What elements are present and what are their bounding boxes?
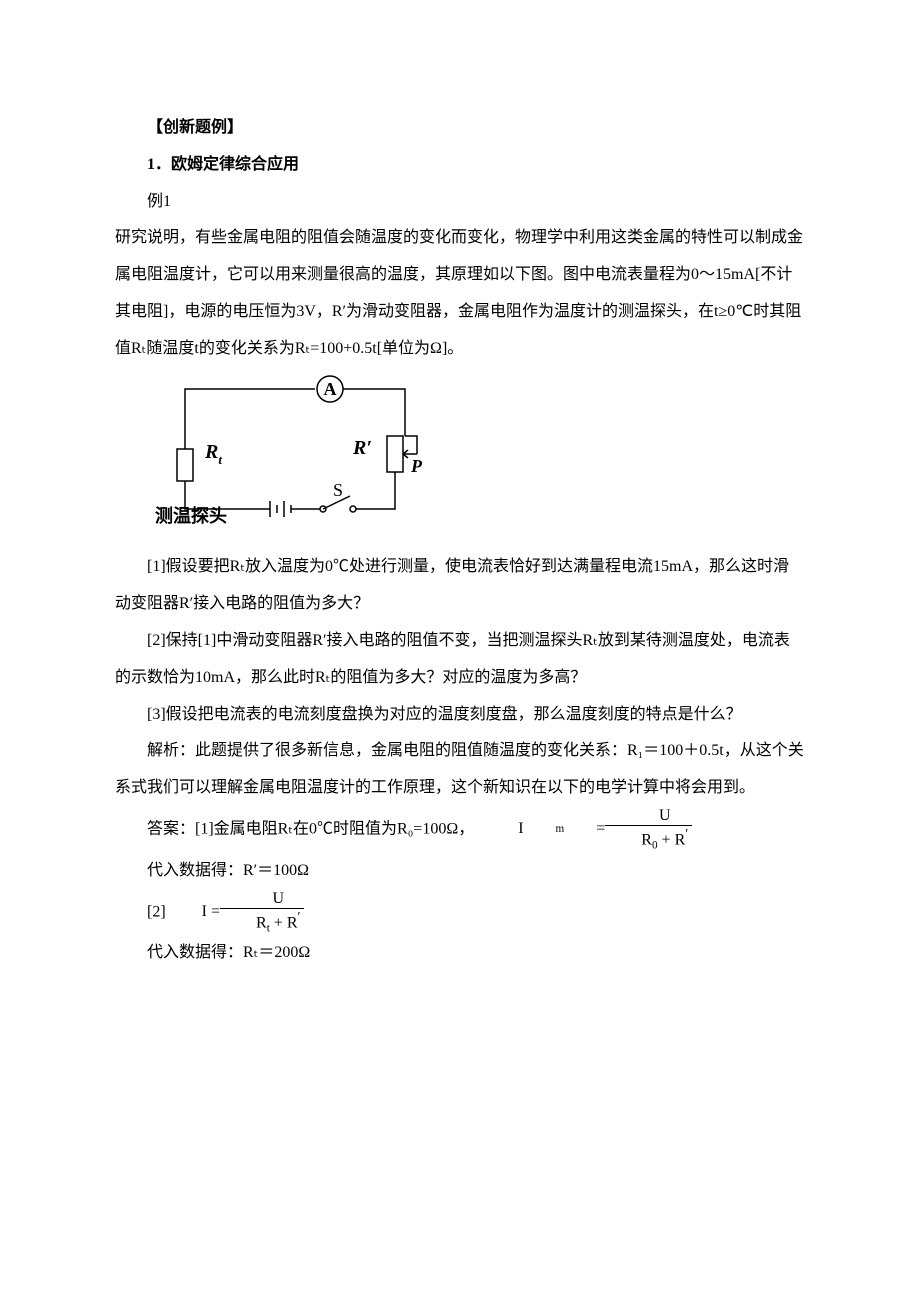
rt-sub: t bbox=[218, 452, 222, 467]
ans1-lhs: I bbox=[486, 811, 523, 848]
ammeter-label: A bbox=[324, 379, 337, 399]
rt-label: R bbox=[204, 441, 218, 463]
circuit-diagram: A Rt R′ P S 测温探头 bbox=[155, 374, 805, 544]
question-2: [2]保持[1]中滑动变阻器R′接入电路的阻值不变，当把测温探头Rₜ放到某待测温… bbox=[115, 623, 805, 697]
question-1: [1]假设要把Rₜ放入温度为0℃处进行测量，使电流表恰好到达满量程电流15mA，… bbox=[115, 549, 805, 623]
s-label: S bbox=[333, 480, 343, 500]
answer-1: 答案：[1]金属电阻Rₜ在0℃时阻值为R₀=100Ω， Im = U R0 + … bbox=[115, 807, 805, 853]
topic-label: 1．欧姆定律综合应用 bbox=[115, 147, 805, 184]
answer-2: [2] I = U Rt + R′ bbox=[115, 890, 805, 936]
page: 【创新题例】 1．欧姆定律综合应用 例1 研究说明，有些金属电阻的阻值会随温度的… bbox=[0, 0, 920, 1302]
answer-2-formula: I = U Rt + R′ bbox=[170, 890, 305, 936]
ans1-num: U bbox=[623, 807, 675, 825]
ans1-eq: = bbox=[564, 811, 605, 848]
answer-1-formula: Im = U R0 + R′ bbox=[486, 807, 692, 853]
section-label: 【创新题例】 bbox=[115, 110, 805, 147]
answer-2-result: 代入数据得：Rₜ＝200Ω bbox=[115, 935, 805, 972]
ans2-lhs: I = bbox=[170, 894, 220, 931]
svg-text:Rt: Rt bbox=[204, 441, 222, 467]
rprime-label: R′ bbox=[352, 437, 372, 459]
intro-text: 研究说明，有些金属电阻的阻值会随温度的变化而变化，物理学中利用这类金属的特性可以… bbox=[115, 220, 805, 367]
ans1-den: R0 + R′ bbox=[605, 825, 692, 852]
ans1-lhs-sub: m bbox=[524, 817, 565, 843]
example-label: 例1 bbox=[115, 184, 805, 221]
answer-1-result: 代入数据得：R′＝100Ω bbox=[115, 853, 805, 890]
ans2-den: Rt + R′ bbox=[220, 908, 304, 935]
ans2-frac: U Rt + R′ bbox=[220, 890, 304, 936]
analysis: 解析：此题提供了很多新信息，金属电阻的阻值随温度的变化关系：R₁＝100＋0.5… bbox=[115, 733, 805, 807]
answer-1-lead: 答案：[1]金属电阻Rₜ在0℃时阻值为R₀=100Ω， bbox=[147, 821, 482, 838]
circuit-svg: A Rt R′ P S 测温探头 bbox=[155, 374, 425, 529]
ans2-num: U bbox=[236, 890, 288, 908]
ans1-frac: U R0 + R′ bbox=[605, 807, 692, 853]
question-3: [3]假设把电流表的电流刻度盘换为对应的温度刻度盘，那么温度刻度的特点是什么？ bbox=[115, 697, 805, 734]
answer-2-lead: [2] bbox=[147, 903, 170, 920]
p-label: P bbox=[410, 456, 423, 476]
probe-label: 测温探头 bbox=[155, 505, 227, 526]
